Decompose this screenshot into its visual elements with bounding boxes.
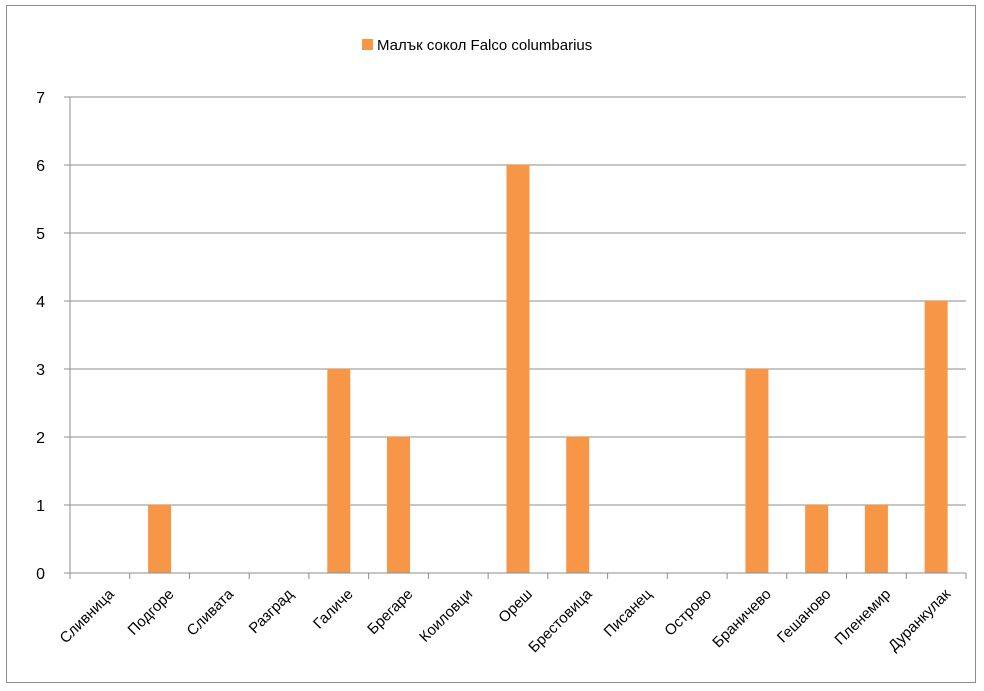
x-category-label: Сливница — [57, 585, 119, 647]
x-category-label: Браничево — [709, 586, 774, 651]
bar — [387, 437, 411, 573]
bar — [924, 301, 948, 573]
x-category-label: Гешаново — [774, 586, 835, 647]
y-tick-label: 0 — [36, 566, 45, 583]
bar — [327, 369, 351, 573]
x-category-label: Брегаре — [364, 586, 416, 638]
y-tick-label: 2 — [36, 430, 45, 447]
x-category-label: Острово — [661, 586, 715, 640]
x-category-label: Подгоре — [125, 586, 178, 639]
x-category-label: Пленемир — [832, 586, 895, 649]
y-tick-label: 3 — [36, 362, 45, 379]
bar — [506, 165, 530, 573]
bar — [148, 505, 172, 573]
y-tick-label: 5 — [36, 226, 45, 243]
x-category-label: Писанец — [601, 586, 656, 641]
y-tick-label: 4 — [36, 294, 45, 311]
y-tick-label: 1 — [36, 498, 45, 515]
legend-swatch — [362, 39, 373, 50]
legend: Малък сокол Falco columbarius — [362, 37, 592, 54]
x-category-label: Сливата — [184, 585, 238, 639]
y-tick-label: 6 — [36, 158, 45, 175]
bar — [566, 437, 590, 573]
y-tick-label: 7 — [36, 90, 45, 107]
x-category-label: Ореш — [495, 586, 536, 627]
x-category-label: Дуранкулак — [885, 586, 954, 655]
bar — [805, 505, 829, 573]
bar — [864, 505, 888, 573]
bars — [148, 165, 948, 573]
x-category-label: Галиче — [310, 586, 357, 633]
x-category-label: Разград — [246, 586, 297, 637]
legend-label: Малък сокол Falco columbarius — [377, 37, 592, 54]
x-category-label: Коиловци — [416, 586, 476, 646]
x-category-label: Брестовица — [525, 585, 596, 656]
bar — [745, 369, 769, 573]
